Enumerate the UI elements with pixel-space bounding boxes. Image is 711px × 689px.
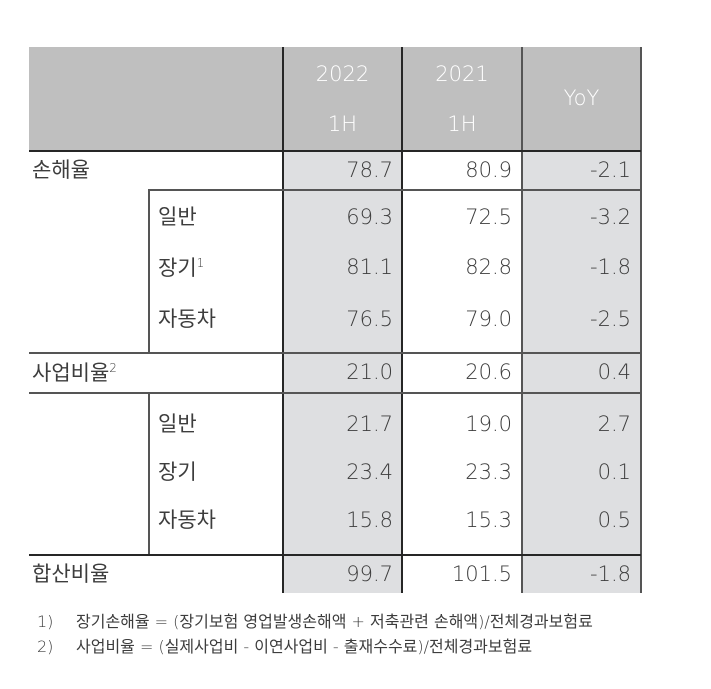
cell-yoy: 0.5: [597, 508, 631, 532]
row-rule: [29, 352, 641, 354]
subgroup-divider-loss: [148, 190, 150, 353]
cell-2021: 72.5: [465, 205, 512, 229]
cell-2021: 82.8: [465, 255, 512, 279]
column-divider-2: [401, 47, 403, 593]
row-label-general: 일반: [158, 412, 197, 436]
header-2021-period: 1H: [447, 112, 477, 136]
cell-yoy: -1.8: [590, 255, 631, 279]
header-yoy: YoY: [563, 86, 600, 110]
row-label-loss-ratio: 손해율: [32, 158, 90, 182]
cell-2021: 15.3: [465, 508, 512, 532]
cell-2022: 78.7: [346, 158, 393, 182]
cell-2022: 69.3: [346, 205, 393, 229]
row-rule: [148, 189, 641, 191]
row-label-auto: 자동차: [158, 508, 216, 532]
row-label-long-term: 장기1: [158, 256, 205, 280]
cell-yoy: -2.5: [590, 307, 631, 331]
row-rule: [29, 392, 641, 394]
column-yoy-shading: [522, 151, 641, 593]
row-label-long-term: 장기: [158, 460, 197, 484]
row-rule: [29, 554, 641, 556]
table-right-border: [640, 47, 642, 593]
header-bottom-rule: [29, 150, 641, 152]
footnote-marker: 1: [196, 256, 205, 270]
table-header-background: [29, 47, 641, 151]
row-label-auto: 자동차: [158, 307, 216, 331]
cell-2021: 19.0: [465, 412, 512, 436]
footnote-2-text: 사업비율 = (실제사업비 - 이연사업비 - 출재수수료)/전체경과보험료: [76, 637, 533, 656]
footnote-1-number: 1): [37, 612, 54, 631]
subgroup-divider-expense: [148, 393, 150, 555]
column-2022-shading: [283, 151, 402, 593]
cell-2021: 79.0: [465, 307, 512, 331]
cell-yoy: 0.1: [597, 460, 631, 484]
cell-2021: 23.3: [465, 460, 512, 484]
header-2022-period: 1H: [327, 112, 358, 136]
cell-2021: 101.5: [451, 562, 512, 586]
cell-yoy: -3.2: [590, 205, 631, 229]
column-divider-1: [282, 47, 284, 593]
header-2022-year: 2022: [315, 62, 370, 86]
cell-2021: 20.6: [465, 360, 512, 384]
cell-2022: 21.7: [346, 412, 393, 436]
cell-2022: 81.1: [346, 255, 393, 279]
cell-yoy: -2.1: [590, 158, 631, 182]
cell-2022: 99.7: [346, 562, 393, 586]
cell-2022: 76.5: [346, 307, 393, 331]
row-label-general: 일반: [158, 205, 197, 229]
cell-2022: 21.0: [346, 360, 393, 384]
cell-yoy: 0.4: [597, 360, 631, 384]
column-divider-3: [521, 47, 523, 593]
cell-2022: 23.4: [346, 460, 393, 484]
footnote-2-number: 2): [37, 637, 54, 656]
footnote-marker: 2: [109, 361, 117, 375]
cell-yoy: -1.8: [590, 562, 631, 586]
cell-2022: 15.8: [346, 508, 393, 532]
row-label-expense-ratio: 사업비율2: [32, 361, 117, 385]
row-label-combined-ratio: 합산비율: [32, 562, 110, 586]
footnote-1-text: 장기손해율 = (장기보험 영업발생손해액 + 저축관련 손해액)/전체경과보험…: [76, 612, 593, 631]
cell-2021: 80.9: [465, 158, 512, 182]
cell-yoy: 2.7: [597, 412, 631, 436]
header-2021-year: 2021: [435, 62, 489, 86]
